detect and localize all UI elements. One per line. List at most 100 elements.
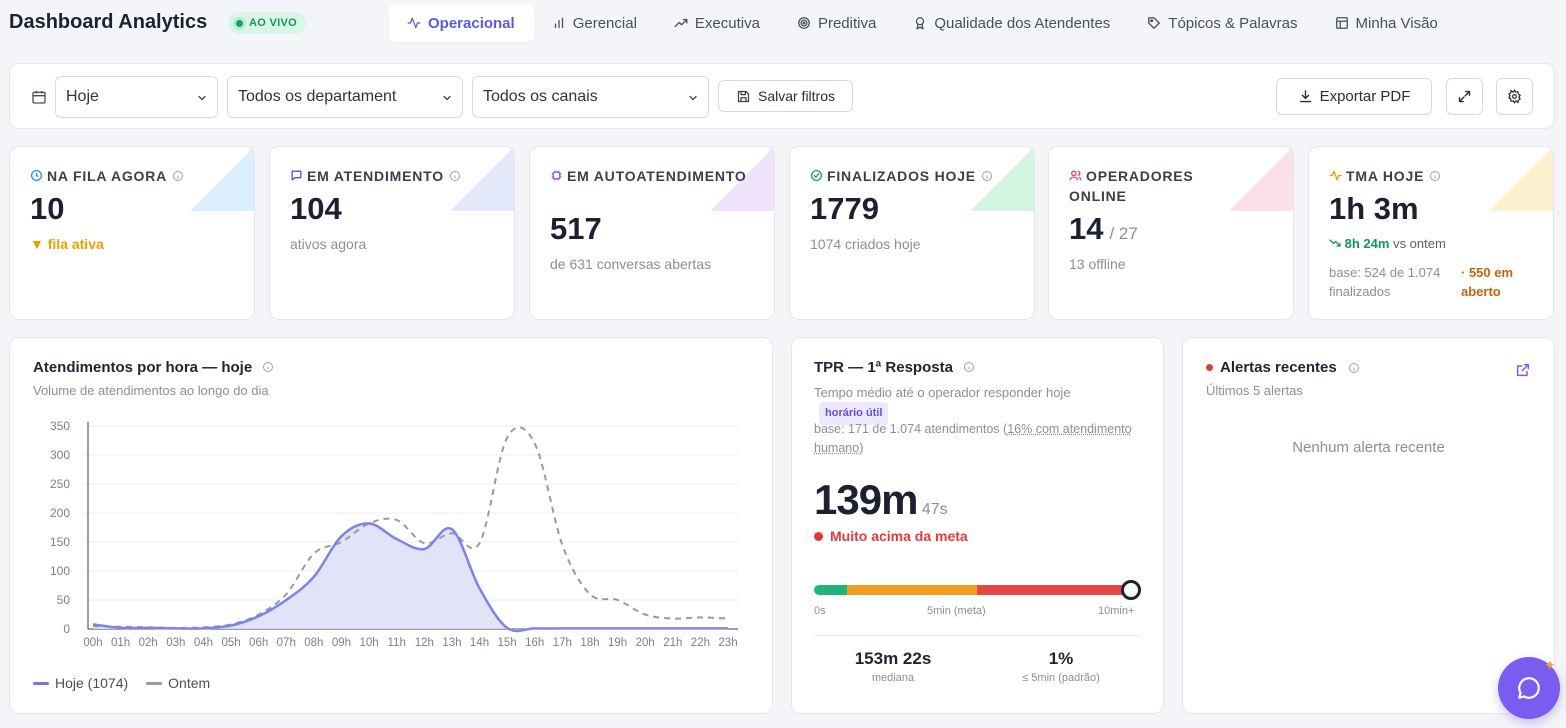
x-tick-label: 05h: [221, 637, 240, 649]
gauge-scale-end: 10min+: [1098, 605, 1135, 617]
info-icon[interactable]: [172, 170, 184, 182]
series-line-today: [92, 522, 729, 633]
fullscreen-button[interactable]: [1446, 78, 1483, 115]
tab-gerencial[interactable]: Gerencial: [534, 4, 656, 42]
x-tick-label: 07h: [277, 637, 296, 649]
kpi-label: TMA HOJE: [1329, 166, 1529, 186]
info-icon[interactable]: [981, 170, 993, 182]
x-tick-label: 14h: [470, 637, 489, 649]
legend-swatch: [33, 681, 49, 685]
tab-operacional[interactable]: Operacional: [389, 4, 534, 42]
divider: [814, 635, 1140, 636]
gauge-scale-start: 0s: [814, 605, 826, 617]
y-tick-label: 200: [50, 506, 70, 520]
department-select[interactable]: Todos os departament: [227, 76, 463, 118]
legend-item-yesterday[interactable]: Ontem: [146, 675, 210, 691]
alerts-title: Alertas recentes: [1220, 359, 1337, 376]
x-tick-label: 21h: [663, 637, 682, 649]
gauge-scale-mid: 5min (meta): [927, 605, 986, 617]
tpr-base-link[interactable]: 16% com atendimento humano: [814, 422, 1132, 455]
x-tick-label: 01h: [111, 637, 130, 649]
tpr-status-text: Muito acima da meta: [830, 528, 968, 544]
users-icon: [1069, 170, 1082, 181]
channel-value: Todos os canais: [483, 88, 598, 105]
download-icon: [1299, 90, 1311, 103]
period-select[interactable]: Hoje: [55, 76, 218, 118]
alerts-empty-state: Nenhum alerta recente: [1292, 439, 1445, 456]
bot-icon: [551, 170, 562, 181]
kpi-delta: 8h 24m vs ontem: [1329, 236, 1446, 251]
info-icon[interactable]: [963, 361, 975, 373]
y-tick-label: 150: [50, 535, 70, 549]
legend-label: Hoje (1074): [55, 675, 129, 691]
tab-bar: Operacional Gerencial Executiva Preditiv…: [389, 4, 1457, 42]
hourly-chart-panel: Atendimentos por hora — hoje Volume de a…: [9, 337, 773, 714]
hourly-line-chart: 0 50 100 150 200 250 300 350 00h 01h 02h 03h 04h 05h 0…: [50, 419, 738, 649]
kpi-value: 517: [550, 211, 602, 246]
export-pdf-button[interactable]: Exportar PDF: [1276, 78, 1432, 115]
kpi-total: / 27: [1109, 224, 1138, 243]
live-label: AO VIVO: [249, 17, 297, 29]
tab-executiva[interactable]: Executiva: [656, 4, 779, 42]
info-icon[interactable]: [1348, 362, 1360, 374]
x-tick-label: 11h: [388, 637, 406, 649]
alerts-panel: Alertas recentes Últimos 5 alertas Nenhu…: [1182, 337, 1555, 714]
kpi-card-operators: OPERADORES ONLINE 14 / 27 13 offline: [1048, 146, 1294, 320]
legend-item-today[interactable]: Hoje (1074): [33, 675, 128, 691]
award-icon: [916, 17, 925, 30]
tpr-subtitle-text: Tempo médio até o operador responder hoj…: [814, 385, 1071, 400]
settings-button[interactable]: [1496, 78, 1533, 115]
x-tick-label: 19h: [608, 637, 627, 649]
x-tick-label: 18h: [580, 637, 599, 649]
kpi-label-text: TMA HOJE: [1346, 168, 1425, 184]
business-hours-tag: horário útil: [819, 402, 889, 425]
filters-bar: Hoje Todos os departament Todos os canai…: [9, 63, 1555, 129]
tpr-base-end: ): [859, 441, 864, 455]
kpi-label-text: NA FILA AGORA: [47, 168, 168, 184]
tpr-base: base: 171 de 1.074 atendimentos (16% com…: [814, 420, 1144, 458]
tpr-value-main: 139m: [814, 476, 918, 523]
panel-subtitle: Volume de atendimentos ao longo do dia: [33, 383, 269, 398]
info-icon[interactable]: [1429, 170, 1441, 182]
info-icon[interactable]: [449, 170, 461, 182]
x-tick-label: 20h: [636, 637, 655, 649]
tpr-subtitle: Tempo médio até o operador responder hoj…: [814, 383, 1144, 425]
chevron-down-icon: [441, 92, 453, 104]
median-label: mediana: [871, 672, 915, 684]
chevron-down-icon: [196, 92, 208, 104]
kpi-label-text: EM AUTOATENDIMENTO: [567, 168, 747, 184]
gauge-segment-good: [814, 585, 847, 595]
save-filters-button[interactable]: Salvar filtros: [718, 80, 853, 112]
clock-icon: [30, 169, 43, 182]
kpi-sub: de 631 conversas abertas: [550, 256, 712, 272]
hourly-title: Atendimentos por hora — hoje: [33, 359, 253, 376]
y-tick-label: 350: [50, 419, 70, 433]
save-filters-label: Salvar filtros: [757, 88, 836, 104]
y-tick-label: 50: [57, 593, 71, 607]
tab-topicos[interactable]: Tópicos & Palavras: [1129, 4, 1316, 42]
tab-qualidade[interactable]: Qualidade dos Atendentes: [895, 4, 1129, 42]
period-value: Hoje: [66, 88, 99, 105]
chat-button[interactable]: [1498, 657, 1560, 719]
x-tick-label: 22h: [691, 637, 710, 649]
live-badge: AO VIVO: [228, 12, 306, 34]
panel-title: Atendimentos por hora — hoje: [33, 359, 274, 376]
series-area-today: [93, 523, 728, 631]
x-tick-label: 02h: [139, 637, 158, 649]
info-icon[interactable]: [262, 361, 274, 373]
external-link-icon[interactable]: [1515, 362, 1531, 378]
x-tick-label: 08h: [304, 637, 323, 649]
within-target-value: 1%: [1048, 649, 1074, 668]
y-tick-label: 250: [50, 477, 70, 491]
channel-select[interactable]: Todos os canais: [472, 76, 709, 118]
tab-label: Minha Visão: [1355, 14, 1438, 32]
target-icon: [798, 17, 810, 29]
tab-minha-visao[interactable]: Minha Visão: [1317, 4, 1457, 42]
kpi-sub: 1074 criados hoje: [810, 236, 921, 252]
tab-preditiva[interactable]: Preditiva: [779, 4, 895, 42]
tab-label: Qualidade dos Atendentes: [934, 14, 1111, 32]
legend-swatch: [146, 681, 163, 685]
card-corner-decoration: [1229, 147, 1293, 211]
gauge-knob: [1120, 580, 1141, 600]
tab-label: Tópicos & Palavras: [1168, 14, 1298, 32]
